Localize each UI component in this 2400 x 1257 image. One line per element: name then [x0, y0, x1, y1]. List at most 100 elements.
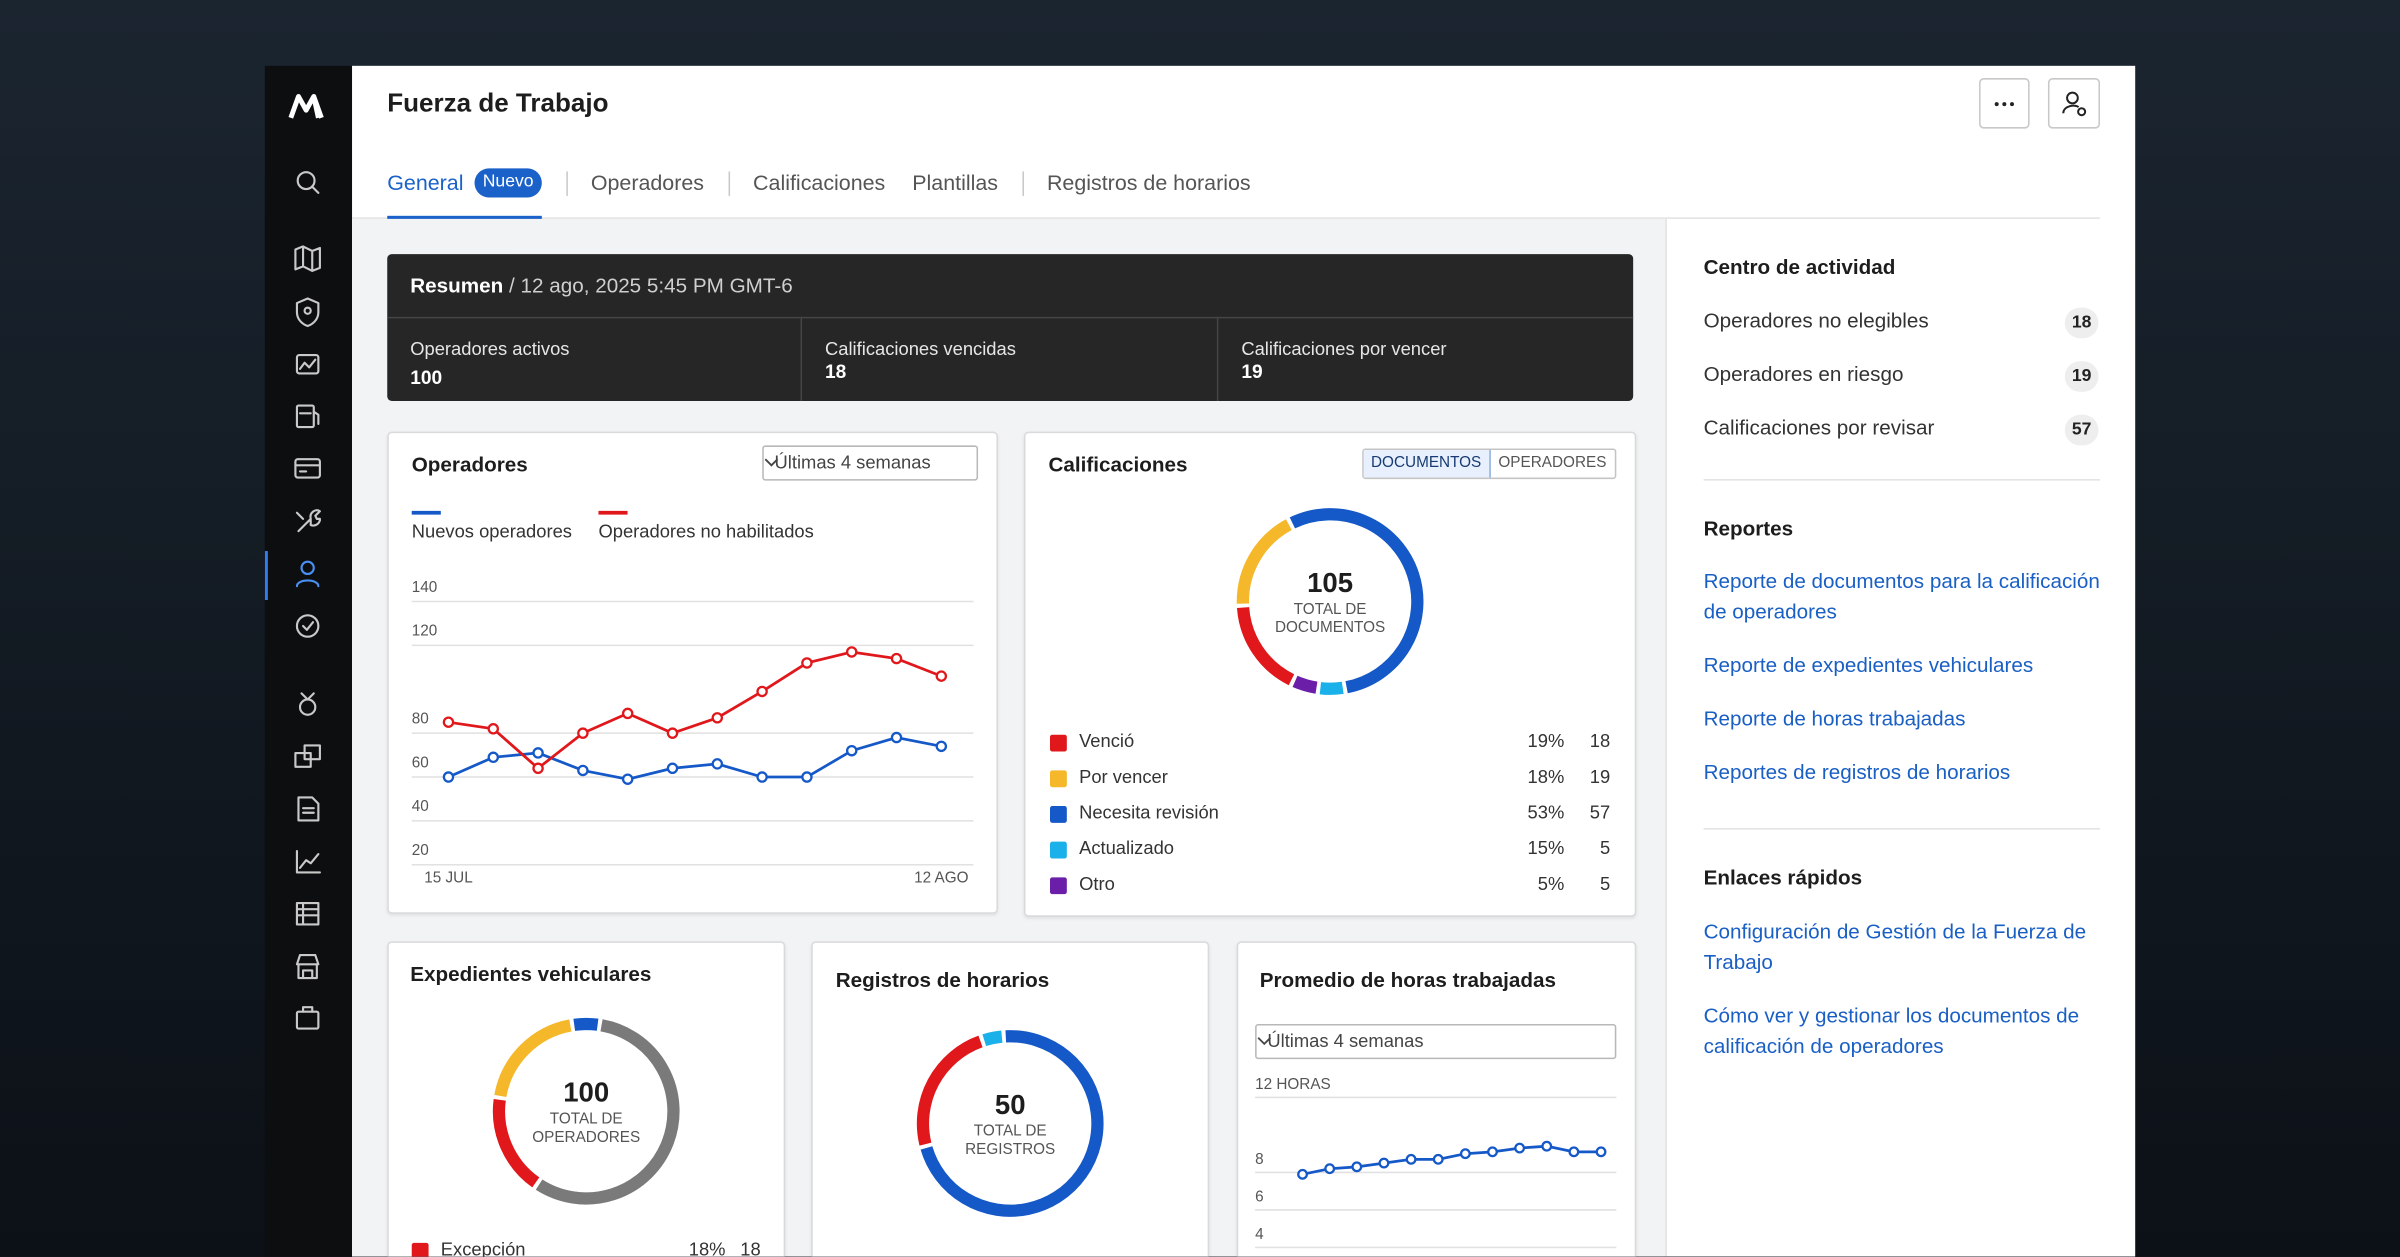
data-point	[935, 740, 948, 753]
legend-swatch	[1049, 770, 1067, 788]
tabs-divider	[352, 217, 2100, 219]
summary-title: Resumen	[410, 273, 504, 297]
legend-share: 18%	[1528, 766, 1565, 787]
tab[interactable]: Operadores	[590, 169, 704, 195]
data-point	[577, 764, 589, 777]
icon-medal[interactable]	[298, 692, 317, 716]
quick-link[interactable]: Cómo ver y gestionar los documentos de c…	[1703, 1004, 2080, 1058]
toggle-option[interactable]: OPERADORES	[1498, 454, 1607, 472]
icon-document[interactable]	[297, 796, 320, 822]
icon-badge[interactable]	[295, 614, 320, 638]
stat-value: 100	[410, 367, 443, 389]
time-records-chart: 50	[916, 1030, 1104, 1217]
icon-user-active[interactable]	[295, 560, 320, 588]
legend-count: 19	[1590, 766, 1610, 787]
legend-swatch	[411, 1242, 429, 1257]
more-button[interactable]	[1979, 78, 2030, 129]
tab-separator	[566, 171, 568, 196]
x-tick-label: 12 AGO	[914, 870, 969, 887]
select-value: Últimas 4 semanas	[774, 451, 931, 473]
panel-divider	[1665, 218, 1667, 1257]
y-tick-label: 140	[412, 579, 438, 596]
tab[interactable]: Registros de horarios	[1046, 169, 1251, 195]
data-point	[1568, 1146, 1580, 1158]
tab[interactable]: General	[387, 169, 464, 195]
legend-count: 5	[1600, 873, 1610, 894]
quick-link[interactable]: Configuración de Gestión de la Fuerza de…	[1703, 919, 2087, 974]
logo[interactable]	[288, 93, 324, 119]
data-point	[711, 758, 724, 770]
legend-label: Otro	[1079, 873, 1115, 894]
report-link[interactable]: Reportes de registros de horarios	[1703, 760, 2011, 784]
report-link[interactable]: Reporte de documentos para la calificaci…	[1703, 569, 2100, 623]
summary-divider	[1216, 316, 1219, 402]
icon-wrench[interactable]	[295, 509, 321, 533]
chevron	[764, 458, 779, 467]
chevron	[1257, 1037, 1272, 1046]
icon-trend[interactable]	[295, 849, 321, 874]
icon-table[interactable]	[295, 901, 320, 926]
stat-value: 18	[824, 361, 847, 383]
icon-shield[interactable]	[295, 297, 320, 328]
hours-card: 4 6 8 12 HORAS Promedio de horas trabajadas…	[1236, 941, 1637, 1257]
summary-divider	[800, 316, 803, 402]
data-point	[1351, 1161, 1363, 1173]
tab[interactable]: Plantillas	[912, 169, 999, 195]
summary-heading: Resumen / 12 ago, 2025 5:45 PM GMT-6	[410, 274, 793, 297]
period-select[interactable]: Últimas 4 semanas	[762, 445, 979, 481]
series-line	[448, 650, 942, 771]
data-point	[1378, 1157, 1390, 1169]
data-point	[801, 657, 813, 669]
stat-label: Operadores activos	[410, 338, 570, 360]
donut-segment	[916, 1035, 983, 1146]
y-tick-label: 40	[412, 798, 429, 815]
page-title: Fuerza de Trabajo	[387, 88, 609, 118]
sidebar-icons	[264, 93, 324, 1030]
legend-count: 57	[1590, 802, 1610, 823]
activity-item[interactable]: Calificaciones por revisar	[1703, 416, 1935, 440]
data-point	[1595, 1146, 1607, 1158]
legend-count: 18	[740, 1238, 760, 1256]
data-point	[1541, 1140, 1553, 1152]
activity-item[interactable]: Operadores no elegibles	[1703, 309, 1929, 333]
period-select[interactable]: Últimas 4 semanas	[1255, 1023, 1617, 1060]
card-title: Registros de horarios	[835, 968, 1050, 992]
y-tick-label: 6	[1255, 1189, 1264, 1206]
new-badge: Nuevo	[474, 168, 542, 198]
donut-total: 105	[1307, 567, 1353, 598]
section-divider	[1703, 828, 2100, 830]
icon-fuel[interactable]	[295, 404, 320, 429]
icon-map[interactable]	[294, 245, 321, 272]
report-link[interactable]: Reporte de horas trabajadas	[1703, 707, 1966, 731]
settings-button[interactable]	[2047, 78, 2100, 129]
summary-divider	[387, 316, 1634, 319]
tab[interactable]: Calificaciones	[753, 169, 886, 195]
toggle-option-active[interactable]: DOCUMENTOS	[1363, 449, 1491, 478]
section-title: Centro de actividad	[1703, 255, 1896, 279]
report-link[interactable]: Reporte de expedientes vehiculares	[1703, 653, 2034, 677]
legend-label: Operadores no habilitados	[598, 520, 813, 541]
icon-store[interactable]	[295, 954, 320, 980]
user-settings-icon	[2062, 91, 2087, 117]
data-point	[666, 762, 679, 775]
y-tick-label: 80	[412, 710, 429, 727]
activity-item[interactable]: Operadores en riesgo	[1703, 362, 1904, 386]
legend-count: 5	[1600, 837, 1610, 858]
data-point	[935, 670, 948, 682]
icon-card[interactable]	[294, 458, 321, 479]
icon-copy[interactable]	[294, 744, 321, 768]
sidebar	[264, 65, 353, 1257]
donut-segment	[1319, 681, 1344, 695]
icon-monitor[interactable]	[295, 354, 320, 375]
active-tab-underline	[387, 215, 542, 219]
icon-search[interactable]	[296, 171, 320, 194]
hours-chart: 4 6 8 12 HORAS	[1255, 1076, 1617, 1249]
legend-label: Venció	[1079, 730, 1134, 751]
donut-segment	[1236, 519, 1292, 604]
icon-bag[interactable]	[295, 1006, 320, 1030]
donut-segment	[1292, 675, 1318, 694]
y-tick-label: 120	[412, 623, 438, 640]
card-title: Calificaciones	[1048, 453, 1188, 477]
vehicle-files-card: 100 Excepción 18% 18 Expedientes vehiculare…	[387, 941, 786, 1257]
data-point	[1297, 1168, 1308, 1180]
